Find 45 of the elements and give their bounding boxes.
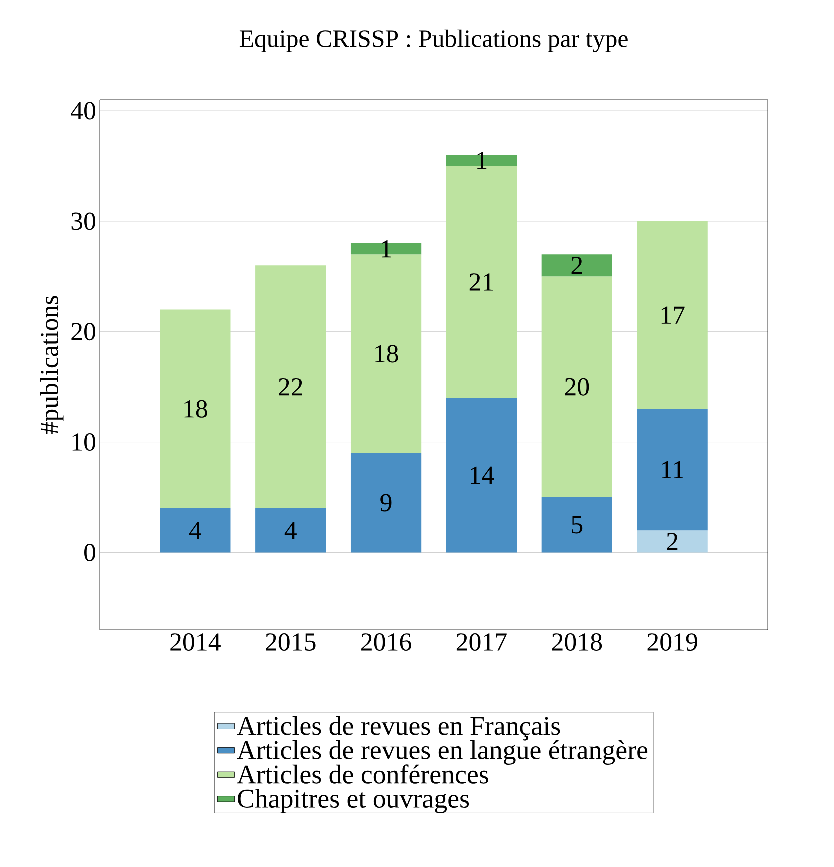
bar	[637, 530, 708, 553]
x-tick-label: 2015	[266, 634, 316, 651]
y-tick-label: 20	[72, 323, 96, 341]
data-label: 4	[189, 522, 202, 540]
x-tick-label: 2017	[456, 634, 507, 651]
x-tick-label: 2018	[552, 634, 602, 651]
bar	[350, 453, 422, 553]
data-label: 20	[565, 378, 590, 396]
bar	[637, 221, 708, 410]
data-label: 18	[376, 345, 398, 363]
data-label: 2	[667, 533, 678, 550]
x-tick-label: 2019	[648, 634, 698, 651]
legend-label: Articles de conférences	[237, 764, 488, 784]
data-label: 17	[662, 306, 685, 324]
bar	[542, 498, 612, 553]
legend-label: Articles de revues en langue étrangère	[237, 740, 648, 765]
bar	[160, 508, 231, 553]
y-tick-label: 0	[84, 544, 96, 562]
bar	[542, 254, 612, 277]
data-label: 1	[382, 240, 392, 258]
y-tick-label: 30	[72, 212, 96, 230]
legend-label: Articles de revues en Français	[237, 716, 560, 741]
data-label: 22	[279, 378, 302, 396]
data-label: 5	[572, 516, 583, 534]
bar	[446, 398, 518, 553]
data-label: 21	[470, 274, 494, 291]
data-label: 9	[380, 494, 392, 512]
data-label: 1	[478, 152, 487, 170]
y-tick-label: 40	[71, 102, 96, 120]
data-label: 14	[471, 466, 494, 484]
data-label: 18	[184, 400, 208, 418]
bar	[160, 310, 231, 509]
data-label: 11	[662, 461, 684, 478]
legend-label: Chapitres et ouvrages	[238, 789, 470, 814]
chart-title: Equipe CRISSP : Publications par type	[240, 30, 628, 52]
y-axis-title: #publications	[40, 296, 64, 434]
bar	[542, 276, 612, 498]
data-label: 4	[284, 522, 297, 540]
data-label: 2	[572, 257, 582, 274]
bar	[256, 508, 326, 553]
x-tick-label: 2014	[170, 634, 221, 651]
bar	[637, 409, 708, 531]
x-tick-label: 2016	[362, 634, 412, 651]
bar	[256, 266, 326, 509]
y-tick-label: 10	[72, 434, 96, 452]
